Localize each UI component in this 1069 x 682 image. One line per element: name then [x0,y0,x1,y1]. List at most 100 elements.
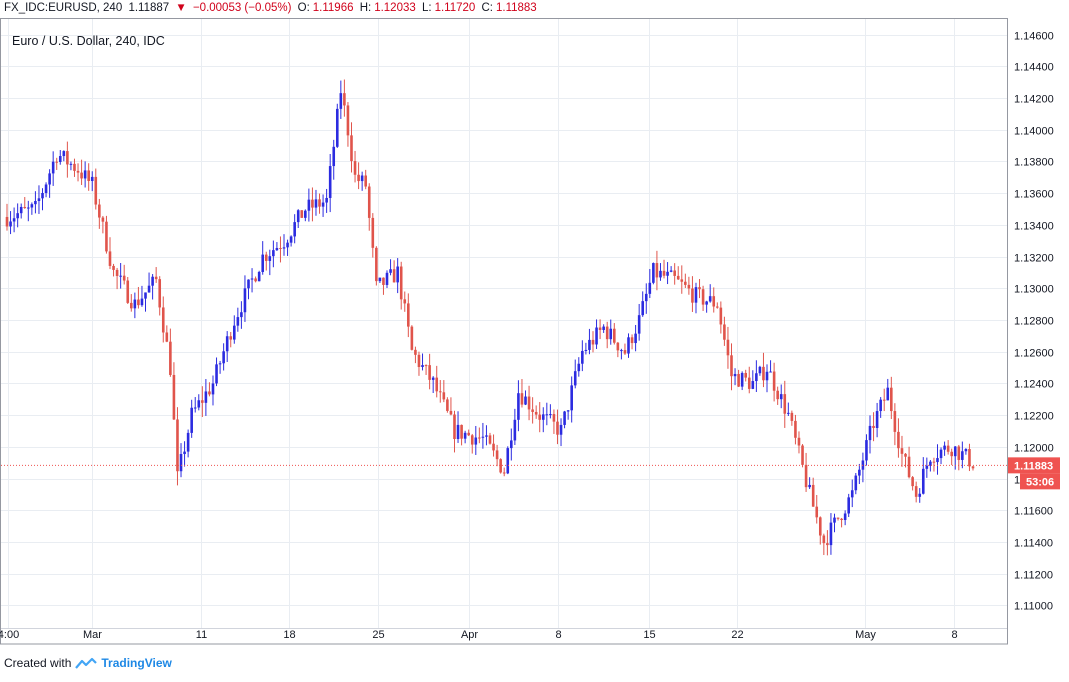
candle-body [279,247,282,249]
candle-body [350,135,353,162]
candle-body [137,299,140,306]
candle-body [389,269,392,273]
candle-body [630,337,634,344]
candle-body [907,456,911,478]
tradingview-brand-link[interactable]: TradingView [101,656,172,670]
candle-body [27,207,30,209]
candle-body [684,281,687,285]
candle-body [442,392,446,400]
candle-body [577,363,581,372]
candle-body [296,210,300,223]
candle-body [541,414,545,420]
candle-body [591,339,595,345]
candle-body [893,411,897,432]
candle-body [98,204,101,218]
candle-body [854,475,858,491]
candle-body [953,446,957,457]
y-tick-label: 1.12600 [1014,348,1054,360]
created-with-label: Created with [4,656,72,670]
candle-body [762,366,765,381]
candle-body [215,364,218,384]
y-tick-label: 1.11200 [1014,570,1053,582]
candle-body [676,275,680,280]
candle-body [257,271,261,282]
countdown-value: 53:06 [1026,476,1054,488]
candle-body [183,451,186,455]
candle-body [698,287,701,290]
candle-body [641,301,645,316]
x-tick-label: 18 [283,629,295,641]
candle-body [304,210,307,218]
candle-body [886,387,890,401]
candle-body [396,266,399,283]
candle-body [932,461,936,463]
candle-body [58,156,62,162]
y-tick-label: 1.13800 [1014,157,1054,169]
candle-body [55,161,59,163]
candle-body [534,411,538,415]
candle-body [375,247,378,282]
candle-body [122,275,126,281]
candle-body [499,459,502,473]
candle-body [801,445,804,465]
price-chart[interactable]: 1.110001.112001.114001.116001.118001.120… [0,18,1069,646]
candle-body [552,414,556,422]
down-arrow-icon: ▼ [175,2,187,14]
candle-body [627,337,630,354]
candle-body [691,288,694,303]
candle-body [268,256,272,261]
candle-body [669,270,673,272]
candle-body [130,302,133,309]
candle-body [740,372,744,387]
candle-body [300,210,304,218]
x-tick-label: 25 [372,629,384,641]
candle-body [936,458,939,463]
high-label: H: [359,2,372,14]
candle-body [808,484,811,488]
candle-body [836,517,840,519]
candle-body [144,292,147,299]
candle-body [367,186,371,218]
candle-body [424,365,428,367]
candle-body [549,414,552,416]
candle-body [105,221,108,252]
candle-body [407,303,410,327]
candle-body [719,307,723,325]
candle-body [261,254,265,272]
candle-body [701,289,705,305]
price-axis[interactable]: 1.110001.112001.114001.116001.118001.120… [1014,31,1054,613]
last-price-badge: 1.11883 53:06 [1008,457,1060,490]
y-tick-label: 1.13400 [1014,221,1054,233]
candle-body [620,350,623,352]
candle-body [659,270,662,278]
candle-body [527,396,531,410]
candle-body [971,466,975,469]
candle-body [236,317,240,326]
candle-body [694,287,698,303]
candle-body [335,108,339,147]
candle-body [904,453,907,457]
candle-body [204,391,208,403]
candle-body [570,385,573,411]
candle-body [382,277,385,285]
x-tick-label: May [855,629,876,641]
candle-body [613,328,616,343]
x-tick-label: Apr [461,629,478,641]
candle-body [151,276,154,286]
candle-body [229,336,233,340]
candle-body [815,506,819,518]
candle-body [520,393,524,405]
y-tick-label: 1.13600 [1014,189,1054,201]
high-value: 1.12033 [374,2,416,14]
chart-area[interactable]: 1.110001.112001.114001.116001.118001.120… [0,18,1069,646]
x-tick-label: 8 [951,629,957,641]
candle-body [492,443,495,451]
candle-body [662,270,666,276]
time-axis[interactable]: 4:00 Mar 11 18 25 Apr 8 15 22 May 8 [0,629,958,641]
candle-body [446,399,449,411]
candle-body [410,326,414,350]
y-tick-label: 1.14000 [1014,126,1054,138]
candle-body [41,192,44,199]
candle-body [957,446,961,460]
candle-body [147,285,151,293]
